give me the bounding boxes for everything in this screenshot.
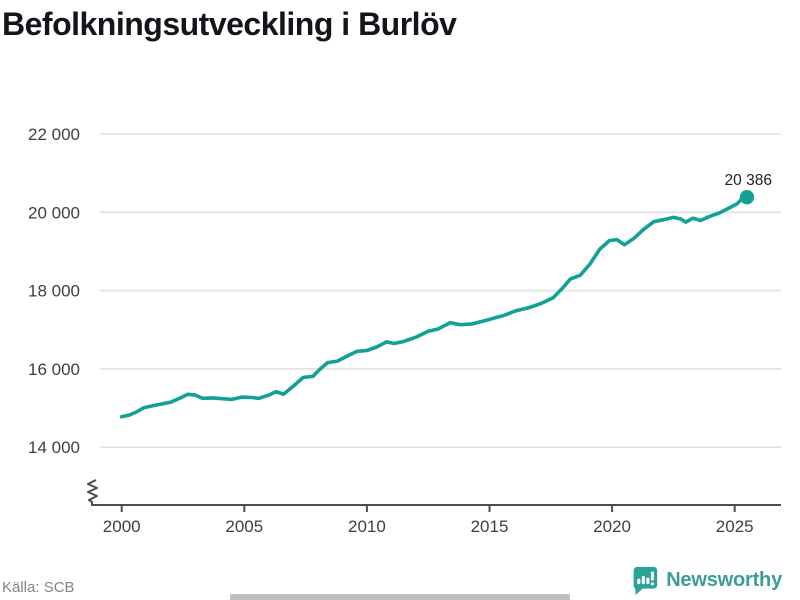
page-title: Befolkningsutveckling i Burlöv	[2, 6, 457, 42]
newsworthy-speech-bubble-chart-icon	[633, 566, 658, 595]
y-tick-label-22000: 22 000	[28, 125, 80, 144]
newsworthy-branding[interactable]: Newsworthy	[630, 564, 782, 596]
x-tick-label-2020: 2020	[593, 517, 631, 536]
population-line-chart-canvas: 14 000 16 000 18 000 20 000 22 000 2000 2005 20…	[28, 125, 781, 536]
x-tick-label-2025: 2025	[716, 517, 754, 536]
x-tick-label-2005: 2005	[225, 517, 263, 536]
x-tick-label-2010: 2010	[348, 517, 386, 536]
newsworthy-wordmark: Newsworthy	[666, 568, 782, 591]
source-note: Källa: SCB	[2, 579, 75, 596]
y-tick-label-20000: 20 000	[28, 203, 80, 222]
population-line	[119, 195, 749, 419]
population-chart: 14 000 16 000 18 000 20 000 22 000 2000 2005 20…	[0, 95, 800, 540]
y-tick-label-18000: 18 000	[28, 282, 80, 301]
x-tick-label-2000: 2000	[103, 517, 141, 536]
axis-break-squiggle	[87, 479, 98, 506]
latest-value-dot	[739, 189, 755, 205]
latest-value-label: 20 386	[725, 172, 772, 189]
y-tick-label-16000: 16 000	[28, 360, 80, 379]
x-tick-label-2015: 2015	[471, 517, 509, 536]
bottom-bar	[230, 594, 570, 600]
y-tick-label-14000: 14 000	[28, 438, 80, 457]
